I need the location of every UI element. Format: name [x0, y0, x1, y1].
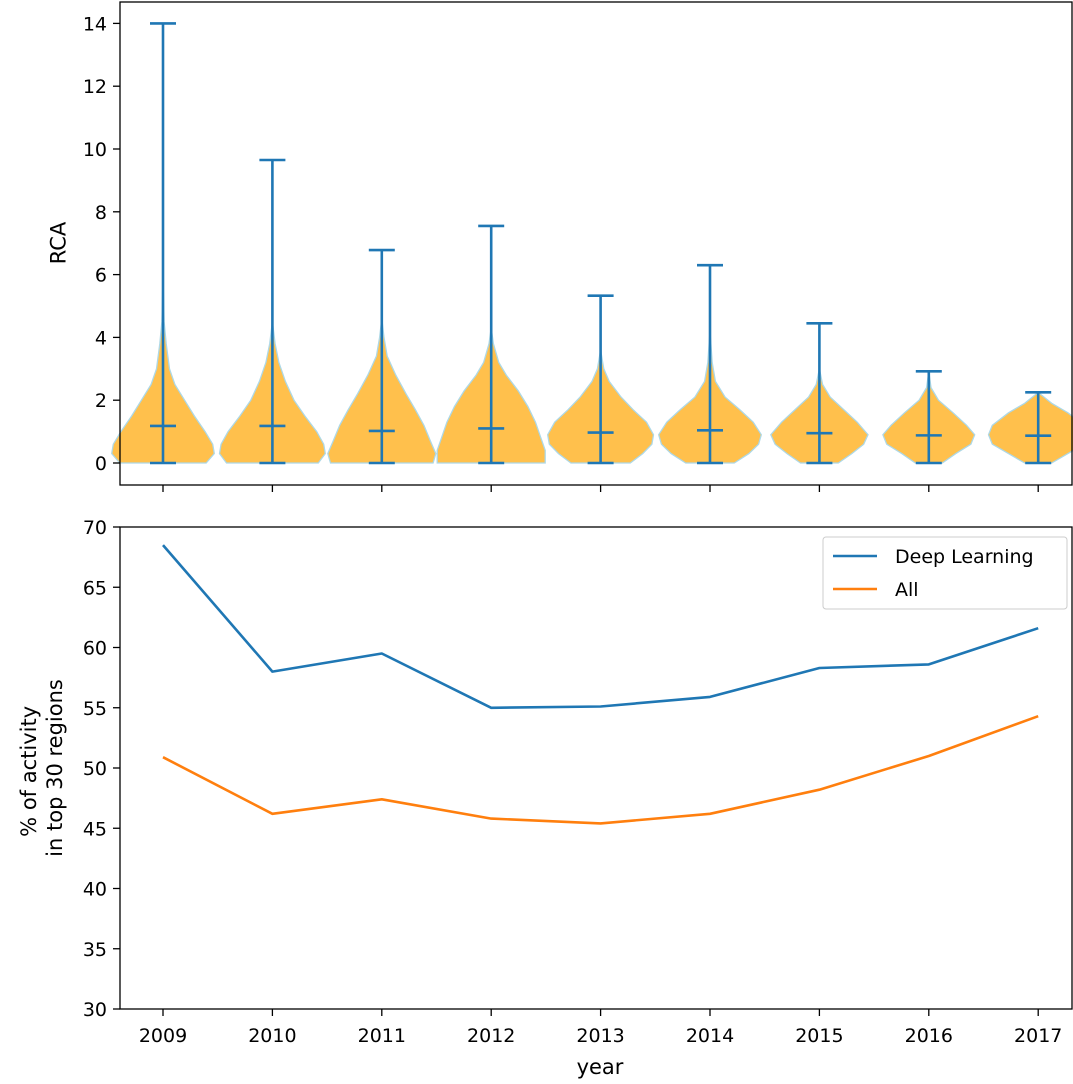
top-y-ticks: 0 2 4 6 8 10 12 14: [83, 13, 120, 475]
rca-violin-panel: 0 2 4 6 8 10 12 14 RCA: [46, 1, 1073, 492]
bottom-x-axis-label: year: [577, 1055, 624, 1079]
bottom-x-tick-label: 2012: [467, 1025, 515, 1047]
top-y-tick-label: 2: [95, 390, 107, 412]
top-axes-frame: [119, 1, 1073, 486]
top-y-tick-label: 14: [83, 13, 107, 35]
top-x-ticks: [162, 485, 1039, 492]
series-line-deep-learning: [162, 544, 1039, 710]
bottom-y-tick-label: 65: [83, 577, 107, 599]
bottom-y-tick-label: 40: [83, 879, 107, 901]
bottom-x-tick-label: 2013: [576, 1025, 624, 1047]
bottom-y-ticks: 30 35 40 45 50 55 60 65 70: [83, 517, 120, 1021]
bottom-axes-frame: [119, 526, 1073, 1010]
violin-stat-lines-group: [150, 22, 1052, 465]
legend-label-all: All: [895, 579, 919, 601]
bottom-y-axis-label: % of activity in top 30 regions: [17, 679, 67, 857]
top-y-tick-label: 6: [95, 265, 107, 287]
top-y-tick-label: 0: [95, 453, 107, 475]
top-y-tick-label: 4: [95, 327, 107, 349]
bottom-x-tick-label: 2014: [686, 1025, 734, 1047]
bottom-y-tick-label: 70: [83, 517, 107, 539]
violin-body: [987, 391, 1073, 464]
bottom-x-tick-label: 2016: [905, 1025, 953, 1047]
bottom-y-tick-label: 60: [83, 638, 107, 660]
bottom-y-tick-label: 35: [83, 939, 107, 961]
bottom-y-tick-label: 30: [83, 999, 107, 1021]
bottom-x-ticks: 2009 2010 2011 2012 2013 2014 2015 2016 2017: [139, 1009, 1062, 1047]
bottom-x-tick-label: 2015: [795, 1025, 843, 1047]
bottom-y-tick-label: 45: [83, 818, 107, 840]
top-y-tick-label: 10: [83, 139, 107, 161]
legend: Deep Learning All: [822, 536, 1068, 610]
bottom-x-tick-label: 2010: [248, 1025, 296, 1047]
bottom-x-tick-label: 2009: [139, 1025, 187, 1047]
bottom-y-axis-label-line-2: in top 30 regions: [43, 679, 67, 857]
top-y-tick-label: 12: [83, 76, 107, 98]
top-y-axis-label: RCA: [46, 221, 70, 264]
bottom-y-axis-label-line-1: % of activity: [17, 706, 41, 837]
bottom-y-tick-label: 50: [83, 758, 107, 780]
bottom-x-tick-label: 2011: [358, 1025, 406, 1047]
series-line-all: [162, 714, 1039, 825]
bottom-y-tick-label: 55: [83, 698, 107, 720]
legend-label-deep-learning: Deep Learning: [895, 546, 1034, 568]
top-y-tick-label: 8: [95, 202, 107, 224]
line-series-group: [162, 544, 1039, 825]
legend-box: [822, 536, 1068, 610]
bottom-x-tick-label: 2017: [1014, 1025, 1062, 1047]
